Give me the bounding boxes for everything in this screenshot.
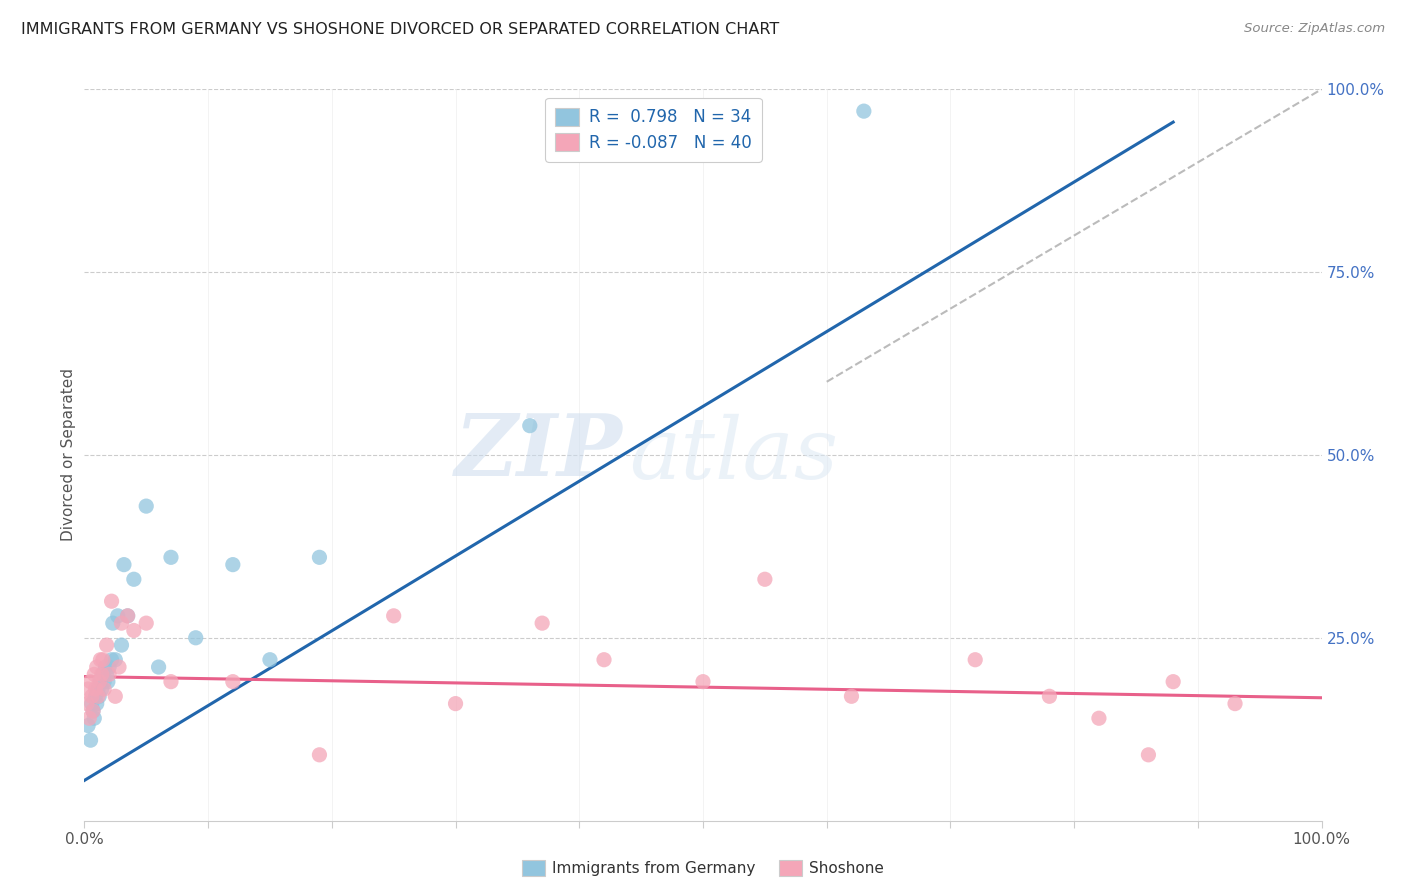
- Point: [93, 674, 115, 689]
- Point: [84, 681, 107, 696]
- Point: [110, 638, 132, 652]
- Point: [160, 674, 183, 689]
- Point: [104, 653, 127, 667]
- Text: Source: ZipAtlas.com: Source: ZipAtlas.com: [1244, 22, 1385, 36]
- Point: [692, 674, 714, 689]
- Point: [77, 681, 100, 696]
- Point: [100, 653, 122, 667]
- Point: [100, 594, 122, 608]
- Point: [135, 499, 157, 513]
- Point: [108, 660, 131, 674]
- Legend: Immigrants from Germany, Shoshone: Immigrants from Germany, Shoshone: [516, 855, 890, 882]
- Point: [519, 418, 541, 433]
- Point: [79, 674, 101, 689]
- Point: [259, 653, 281, 667]
- Point: [90, 667, 112, 681]
- Point: [96, 638, 118, 652]
- Text: IMMIGRANTS FROM GERMANY VS SHOSHONE DIVORCED OR SEPARATED CORRELATION CHART: IMMIGRANTS FROM GERMANY VS SHOSHONE DIVO…: [21, 22, 779, 37]
- Point: [444, 697, 467, 711]
- Point: [841, 690, 863, 704]
- Point: [122, 624, 145, 638]
- Point: [222, 674, 245, 689]
- Point: [83, 711, 105, 725]
- Point: [1088, 711, 1111, 725]
- Point: [79, 733, 101, 747]
- Point: [222, 558, 245, 572]
- Legend: R =  0.798   N = 34, R = -0.087   N = 40: R = 0.798 N = 34, R = -0.087 N = 40: [546, 97, 762, 161]
- Point: [76, 697, 98, 711]
- Point: [184, 631, 207, 645]
- Point: [112, 558, 135, 572]
- Point: [117, 608, 139, 623]
- Point: [89, 674, 111, 689]
- Point: [122, 572, 145, 586]
- Point: [754, 572, 776, 586]
- Point: [89, 653, 111, 667]
- Point: [1223, 697, 1246, 711]
- Point: [82, 704, 104, 718]
- Point: [94, 660, 117, 674]
- Point: [87, 681, 110, 696]
- Point: [107, 608, 129, 623]
- Point: [101, 616, 124, 631]
- Point: [117, 608, 139, 623]
- Point: [96, 667, 118, 681]
- Y-axis label: Divorced or Separated: Divorced or Separated: [60, 368, 76, 541]
- Point: [160, 550, 183, 565]
- Point: [148, 660, 170, 674]
- Point: [83, 667, 105, 681]
- Text: atlas: atlas: [628, 414, 838, 496]
- Point: [1137, 747, 1160, 762]
- Point: [593, 653, 616, 667]
- Point: [135, 616, 157, 631]
- Point: [86, 697, 108, 711]
- Point: [308, 747, 330, 762]
- Text: ZIP: ZIP: [454, 409, 623, 493]
- Point: [89, 690, 111, 704]
- Point: [852, 104, 875, 119]
- Point: [89, 674, 111, 689]
- Point: [80, 690, 103, 704]
- Point: [98, 667, 121, 681]
- Point: [382, 608, 405, 623]
- Point: [1038, 690, 1060, 704]
- Point: [97, 674, 120, 689]
- Point: [110, 616, 132, 631]
- Point: [308, 550, 330, 565]
- Point: [79, 711, 101, 725]
- Point: [98, 660, 121, 674]
- Point: [84, 690, 107, 704]
- Point: [86, 660, 108, 674]
- Point: [82, 704, 104, 718]
- Point: [965, 653, 987, 667]
- Point: [80, 697, 103, 711]
- Point: [91, 653, 114, 667]
- Point: [531, 616, 554, 631]
- Point: [93, 681, 115, 696]
- Point: [91, 667, 114, 681]
- Point: [1161, 674, 1184, 689]
- Point: [87, 690, 110, 704]
- Point: [104, 690, 127, 704]
- Point: [90, 681, 112, 696]
- Point: [77, 718, 100, 732]
